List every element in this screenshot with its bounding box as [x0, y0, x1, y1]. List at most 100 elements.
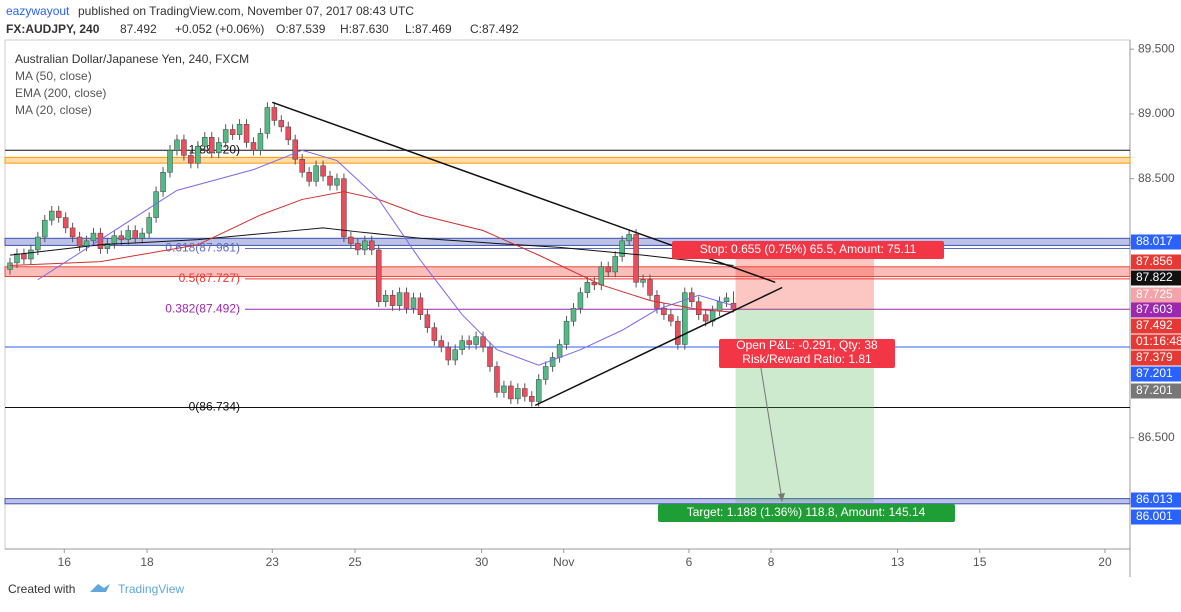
x-tick-label: 30 [475, 555, 489, 569]
candle-body [403, 292, 410, 309]
candle-body [577, 292, 584, 309]
candle-body [292, 139, 298, 160]
candle-body [222, 129, 229, 143]
stop-zone [735, 256, 875, 310]
price-label-box [1131, 270, 1181, 286]
low: L:87.469 [405, 22, 452, 36]
candle-body [132, 230, 138, 239]
candle-body [334, 178, 340, 186]
candle-body [181, 139, 187, 156]
candle-body [417, 297, 424, 315]
candle-body [522, 388, 528, 397]
pnl-label: Open P&L: -0.291, Qty: 38 [736, 338, 878, 352]
candle-body [459, 340, 465, 350]
price-label: 01:16:48 [1136, 334, 1181, 348]
moving-average [37, 149, 734, 366]
published: published on TradingView.com, November 0… [78, 4, 414, 18]
candle-body [494, 366, 500, 393]
candle-body [424, 314, 431, 328]
candle-body [661, 307, 667, 315]
candle-body [702, 314, 709, 322]
price-label: 87.725 [1136, 287, 1173, 301]
y-tick-label: 88.500 [1138, 171, 1175, 185]
moving-average [9, 191, 734, 313]
price-zone [4, 498, 1131, 505]
candle-body [125, 230, 132, 240]
candle-body [76, 236, 83, 247]
footer-brand[interactable]: TradingView [118, 582, 184, 596]
x-tick-label: 25 [348, 555, 362, 569]
x-tick-label: 16 [58, 555, 72, 569]
candle-body [313, 165, 319, 182]
fib-label: 0.618(87.961) [165, 241, 240, 255]
x-tick-label: 13 [891, 555, 905, 569]
candle-body [633, 234, 639, 283]
candle-body [563, 320, 570, 345]
pnl-label-box [719, 339, 895, 368]
brand-icon [90, 584, 110, 592]
price-label-box [1131, 509, 1181, 525]
candle-body [195, 146, 201, 164]
y-tick-label: 89.000 [1138, 106, 1175, 120]
rr-label: Risk/Reward Ratio: 1.81 [742, 352, 872, 366]
price-label-box [1131, 254, 1181, 270]
candle-body [14, 253, 20, 264]
price-label-box [1131, 234, 1181, 250]
high: H:87.630 [340, 22, 389, 36]
stop-label: Stop: 0.655 (0.75%) 65.5, Amount: 75.11 [700, 242, 917, 256]
candle-body [7, 262, 13, 270]
price-label: 86.013 [1136, 492, 1173, 506]
candle-body [410, 297, 417, 309]
price-zone [4, 237, 1131, 246]
candle-body [389, 295, 396, 306]
candle-body [668, 314, 674, 322]
y-tick-label: 89.500 [1138, 41, 1175, 55]
candle-body [619, 240, 625, 257]
candle-body [480, 336, 486, 348]
candle-body [675, 320, 681, 345]
price-label: 87.603 [1136, 302, 1173, 316]
x-tick-label: 8 [768, 555, 775, 569]
author[interactable]: eazywayout [6, 4, 70, 18]
x-tick-label: 15 [973, 555, 987, 569]
candle-body [647, 279, 653, 296]
price-label-box [1131, 287, 1181, 303]
x-tick-label: 23 [266, 555, 280, 569]
candle-body [508, 385, 514, 400]
candle-body [612, 256, 618, 273]
y-tick-label: 86.500 [1138, 430, 1175, 444]
price-label: 88.017 [1136, 234, 1173, 248]
candle-body [285, 126, 292, 141]
candle-body [271, 107, 278, 121]
legend-entry: EMA (200, close) [15, 86, 106, 100]
candle-body [35, 236, 41, 251]
candle-body [528, 396, 535, 402]
price-label-box [1131, 350, 1181, 366]
candle-body [375, 249, 382, 303]
x-tick-label: 20 [1098, 555, 1112, 569]
trendline [534, 286, 783, 407]
candle-body [730, 302, 737, 310]
candle-body [104, 243, 111, 249]
price-label: 87.201 [1136, 366, 1173, 380]
candle-body [229, 129, 236, 135]
candle-body [236, 124, 243, 135]
candle-body [549, 357, 556, 367]
candle-body [556, 344, 563, 358]
price-zone [4, 266, 1131, 277]
candle-body [584, 282, 591, 293]
candle-body [535, 379, 542, 402]
candle-body [153, 191, 159, 218]
candle-body [264, 107, 271, 134]
candle-body [208, 137, 215, 154]
price-label-box [1131, 334, 1181, 350]
candle-body [723, 297, 730, 303]
candle-body [188, 155, 194, 164]
candle-body [243, 124, 250, 143]
last: 87.492 [120, 22, 157, 36]
x-tick-label: Nov [553, 555, 574, 569]
candle-body [146, 217, 152, 234]
price-label-box [1131, 318, 1181, 334]
candle-body [42, 219, 48, 238]
